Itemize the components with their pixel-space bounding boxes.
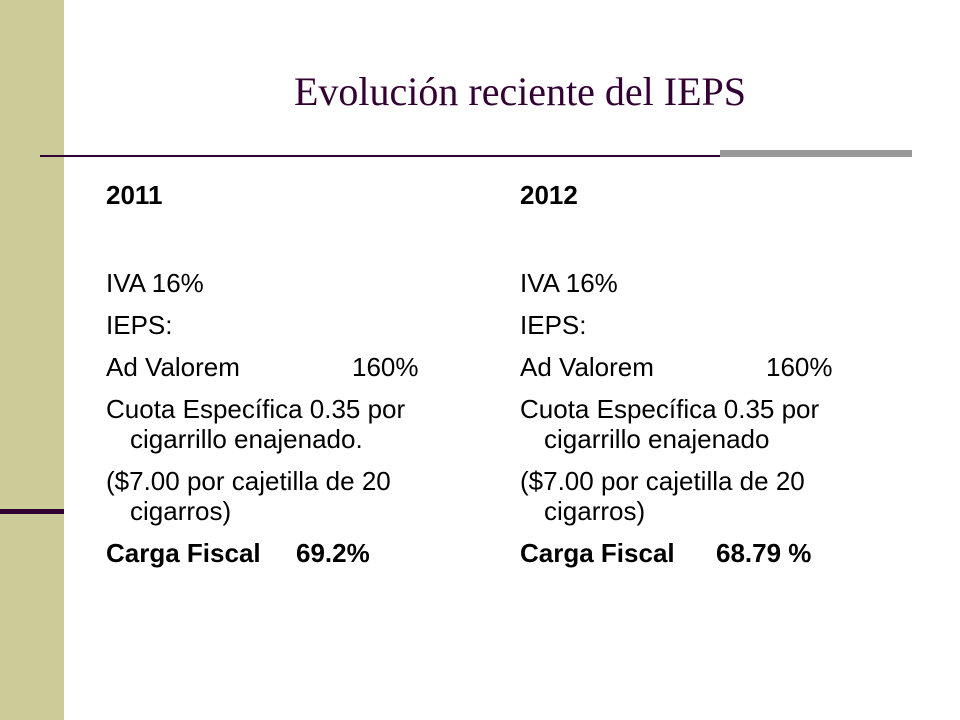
left-accent-line — [0, 509, 64, 514]
cuota-line-1: Cuota Específica 0.35 por — [106, 394, 406, 424]
cajetilla-line-2: cigarros) — [130, 496, 232, 526]
column-2012: 2012 IVA 16% IEPS: Ad Valorem 160% Cuota … — [520, 180, 920, 580]
left-sidebar-band — [0, 0, 64, 720]
ieps-line: IEPS: — [106, 310, 173, 340]
carga-fiscal-label: Carga Fiscal — [106, 538, 261, 568]
carga-fiscal-value: 68.79 % — [716, 538, 812, 568]
cajetilla-item: ($7.00 por cajetilla de 20 cigarros) — [106, 466, 506, 526]
cuota-line-2: cigarrillo enajenado — [544, 424, 770, 454]
ad-valorem-line: Ad Valorem 160% — [520, 352, 920, 382]
ad-valorem-label: Ad Valorem — [106, 352, 240, 382]
cuota-line-2: cigarrillo enajenado. — [130, 424, 363, 454]
cajetilla-line-1: ($7.00 por cajetilla de 20 — [106, 466, 391, 496]
cuota-especifica-item: Cuota Específica 0.35 por cigarrillo ena… — [106, 394, 506, 454]
carga-fiscal-line: Carga Fiscal 68.79 % — [520, 538, 920, 568]
cajetilla-line-2: cigarros) — [544, 496, 646, 526]
slide-title: Evolución reciente del IEPS — [293, 69, 747, 114]
ieps-line: IEPS: — [520, 310, 587, 340]
ad-valorem-value: 160% — [352, 352, 419, 382]
cuota-line-1: Cuota Específica 0.35 por — [520, 394, 820, 424]
title-divider — [40, 155, 910, 157]
title-divider-accent — [720, 150, 912, 157]
iva-line: IVA 16% — [106, 268, 204, 298]
carga-fiscal-label: Carga Fiscal — [520, 538, 675, 568]
ad-valorem-line: Ad Valorem 160% — [106, 352, 506, 382]
carga-fiscal-line: Carga Fiscal 69.2% — [106, 538, 506, 568]
iva-line: IVA 16% — [520, 268, 618, 298]
column-year: 2012 — [520, 180, 578, 210]
ad-valorem-label: Ad Valorem — [520, 352, 654, 382]
column-year: 2011 — [106, 180, 163, 210]
ad-valorem-value: 160% — [766, 352, 833, 382]
cajetilla-line-1: ($7.00 por cajetilla de 20 — [520, 466, 805, 496]
cajetilla-item: ($7.00 por cajetilla de 20 cigarros) — [520, 466, 920, 526]
cuota-especifica-item: Cuota Específica 0.35 por cigarrillo ena… — [520, 394, 920, 454]
carga-fiscal-value: 69.2% — [296, 538, 370, 568]
column-2011: 2011 IVA 16% IEPS: Ad Valorem 160% Cuota … — [106, 180, 506, 580]
